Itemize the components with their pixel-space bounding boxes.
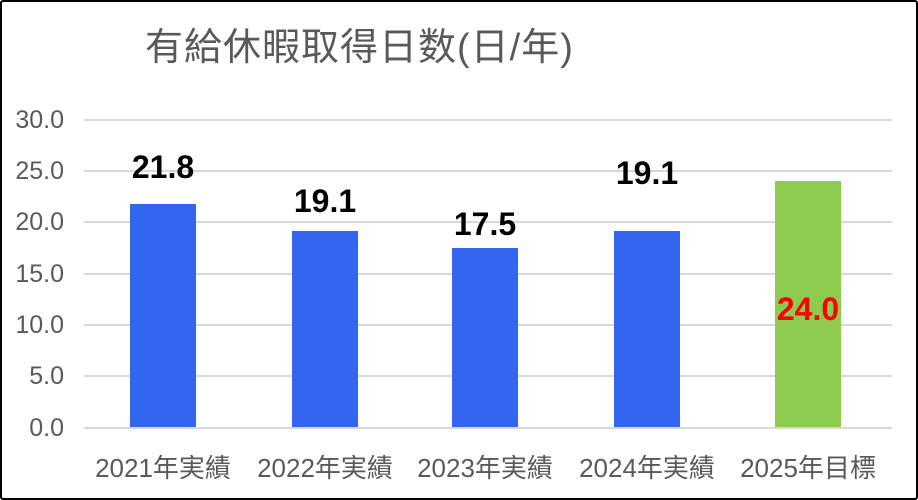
gridline <box>84 169 892 172</box>
y-tick-label: 25.0 <box>15 156 64 185</box>
y-tick-label: 20.0 <box>15 208 64 237</box>
x-tick-label: 2025年目標 <box>740 453 876 483</box>
y-tick-label: 0.0 <box>29 413 64 442</box>
bar-2024年実績 <box>614 231 680 428</box>
y-tick-label: 15.0 <box>15 259 64 288</box>
value-label: 21.8 <box>131 149 195 185</box>
gridline <box>84 221 892 224</box>
gridline <box>84 118 892 121</box>
value-label: 17.5 <box>453 206 517 242</box>
bar-2021年実績 <box>130 203 196 428</box>
bar-2025年目標 <box>775 181 841 428</box>
x-tick-label: 2021年実績 <box>95 453 231 483</box>
y-tick-label: 5.0 <box>29 362 64 391</box>
bar-2022年実績 <box>292 231 358 428</box>
gridline <box>84 426 892 429</box>
value-label: 19.1 <box>293 183 357 219</box>
y-tick-label: 30.0 <box>15 105 64 134</box>
bar-2023年実績 <box>452 247 518 428</box>
x-tick-label: 2022年実績 <box>257 453 393 483</box>
y-tick-label: 10.0 <box>15 310 64 339</box>
chart-title: 有給休暇取得日数(日/年) <box>145 27 574 69</box>
value-label: 19.1 <box>615 155 679 191</box>
x-tick-label: 2024年実績 <box>579 453 715 483</box>
value-label: 24.0 <box>776 291 840 327</box>
x-tick-label: 2023年実績 <box>417 453 553 483</box>
